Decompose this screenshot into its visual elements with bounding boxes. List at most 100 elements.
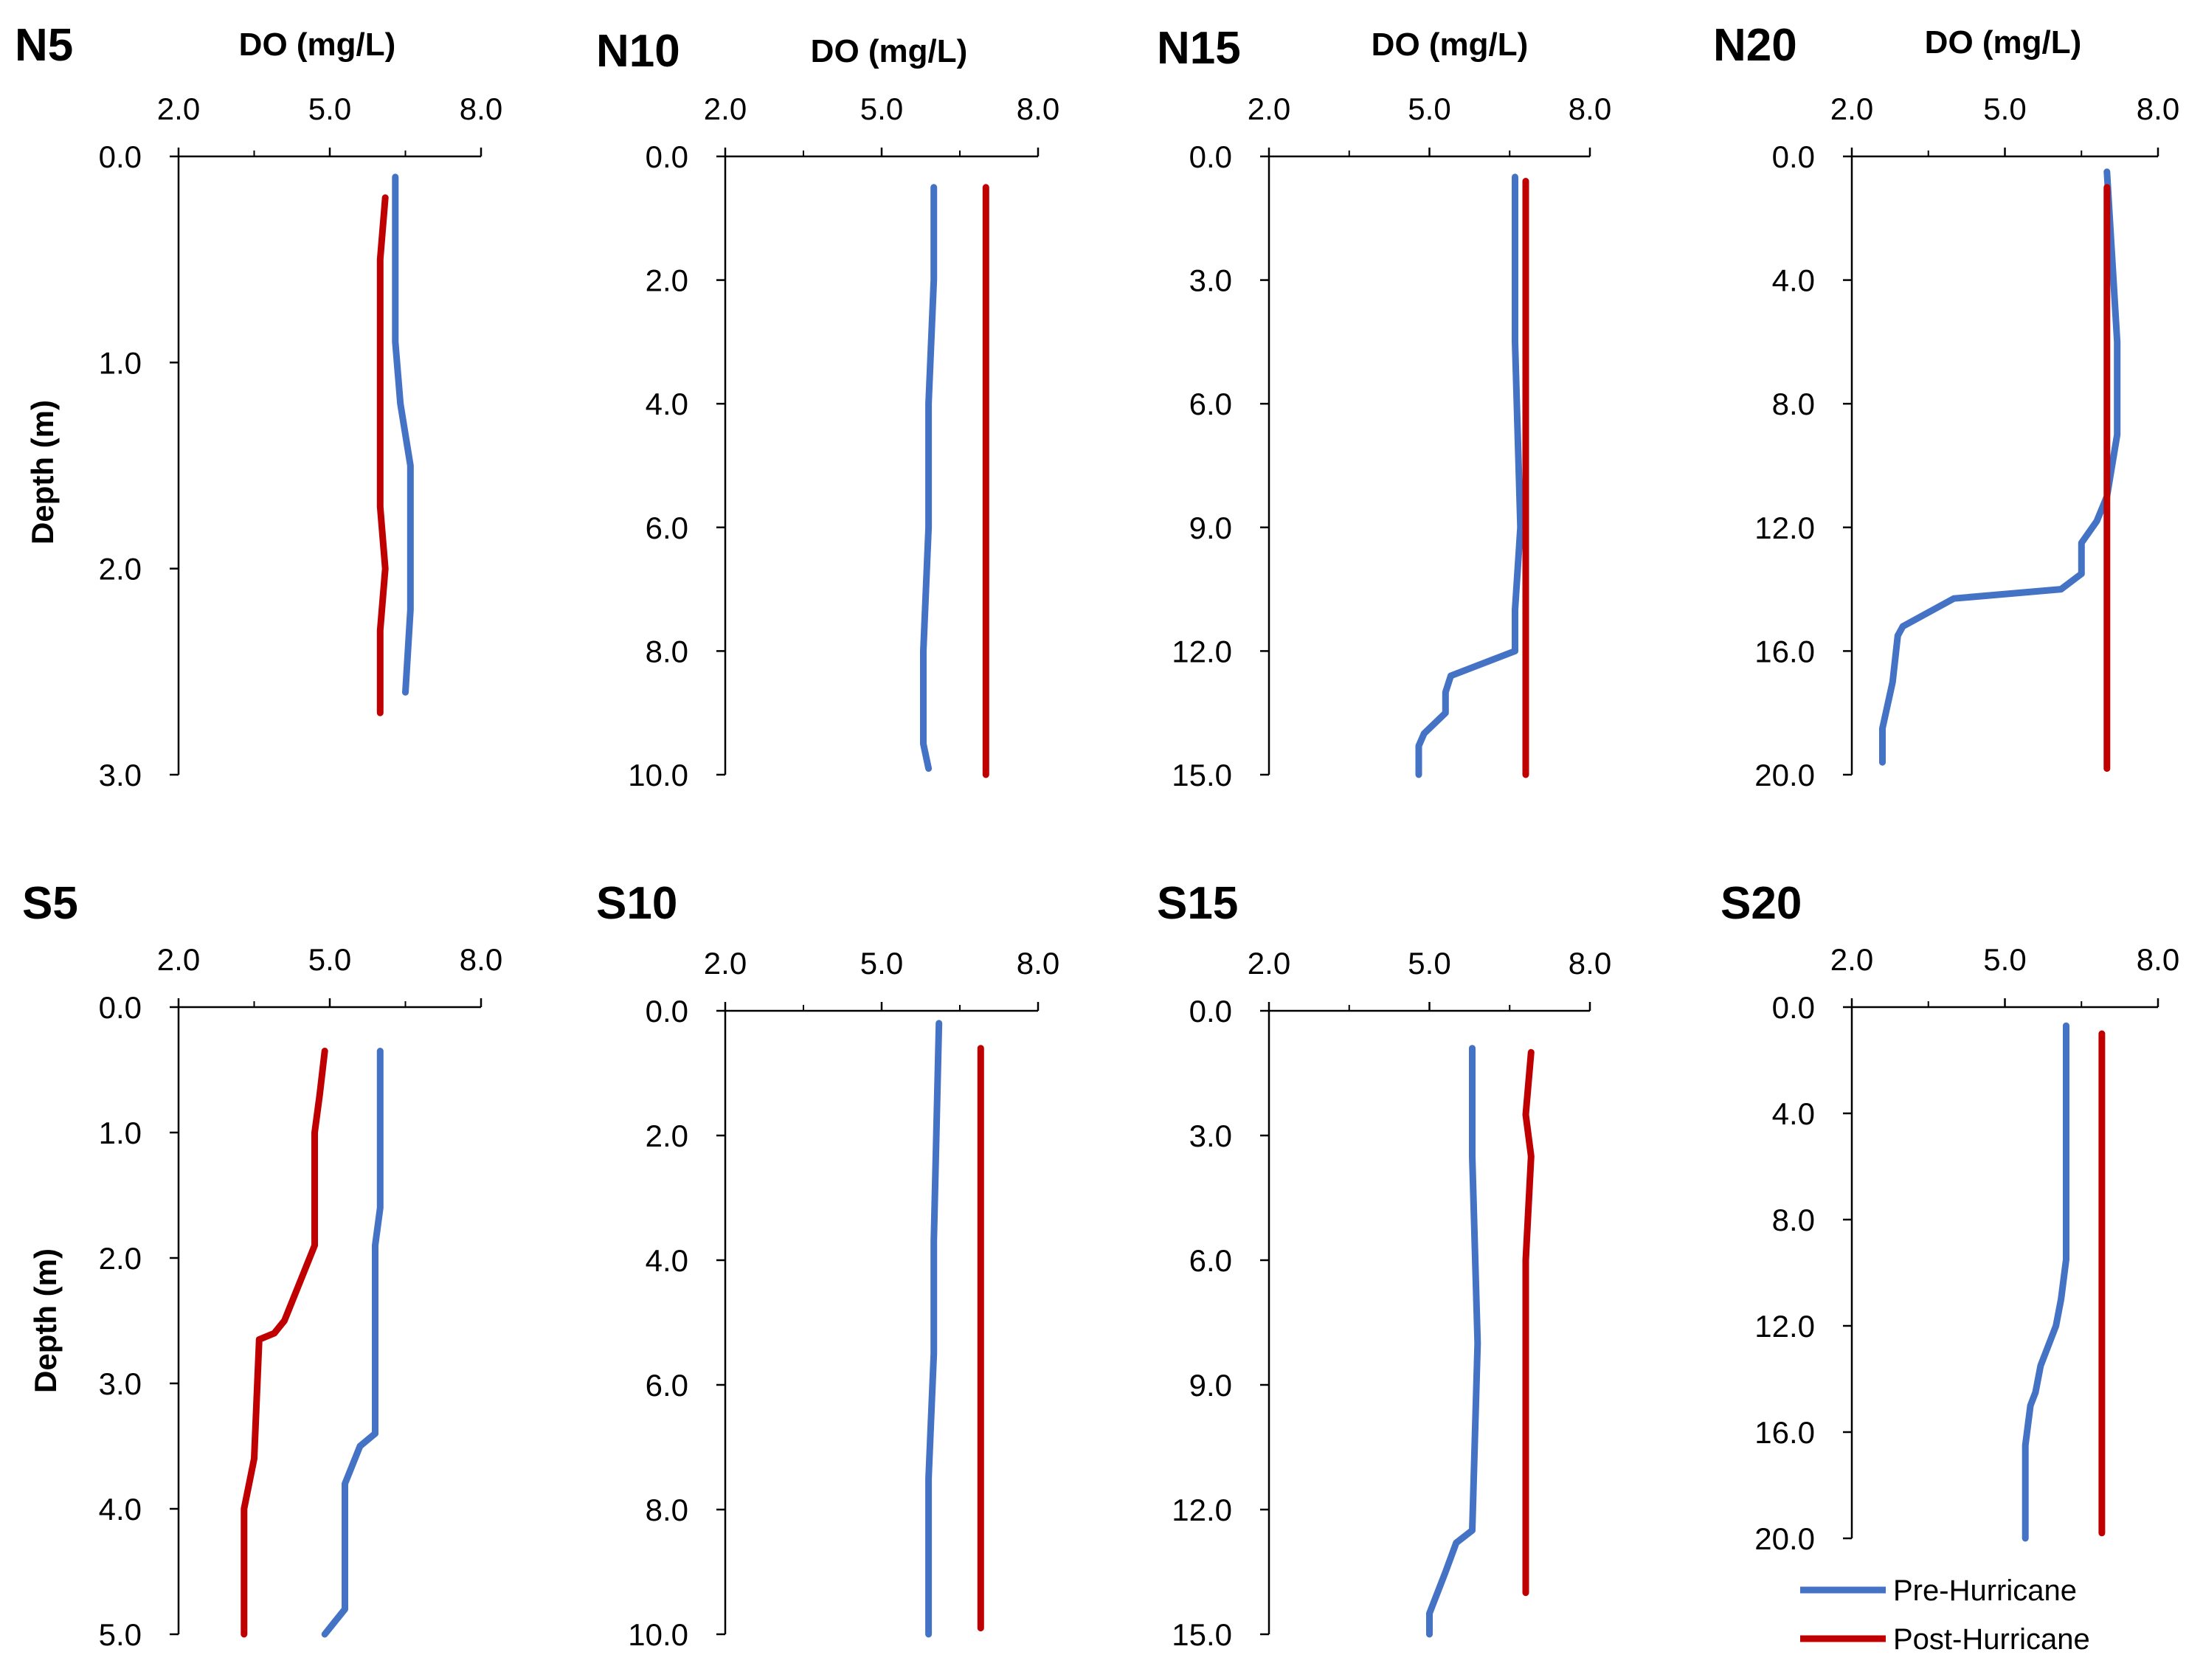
x-tick-label: 8.0 — [460, 942, 502, 977]
pre-hurricane-profile-line — [1415, 173, 1524, 778]
panel-title: N20 — [1713, 20, 1797, 71]
y-tick-label: 6.0 — [646, 511, 688, 545]
x-tick-label: 2.0 — [704, 91, 747, 126]
x-tick-label: 5.0 — [1983, 942, 2026, 977]
y-tick-label: 5.0 — [99, 1617, 142, 1652]
y-tick-label: 8.0 — [646, 1493, 688, 1527]
y-tick-label: 0.0 — [1189, 994, 1232, 1029]
y-tick-label: 0.0 — [1772, 990, 1815, 1025]
y-tick-label: 0.0 — [1189, 139, 1232, 174]
y-tick-label: 3.0 — [1189, 1119, 1232, 1153]
y-tick-label: 0.0 — [99, 139, 142, 174]
pre-hurricane-profile-line — [321, 1048, 384, 1638]
x-tick-label: 2.0 — [1830, 91, 1873, 126]
y-tick-label: 15.0 — [1172, 1617, 1232, 1652]
y-tick-label: 3.0 — [99, 1366, 142, 1401]
y-tick-label: 9.0 — [1189, 511, 1232, 545]
legend-post-label: Post-Hurricane — [1893, 1623, 2090, 1656]
panel-title: N5 — [15, 20, 73, 71]
pre-hurricane-profile-line — [1879, 168, 2121, 766]
y-tick-label: 8.0 — [646, 634, 688, 668]
y-tick-label: 10.0 — [628, 1617, 688, 1652]
panel-title: S20 — [1720, 878, 1802, 929]
y-tick-label: 9.0 — [1189, 1368, 1232, 1403]
x-tick-label: 5.0 — [860, 91, 903, 126]
pre-hurricane-profile-line — [1426, 1045, 1481, 1638]
x-axis-label: DO (mg/L) — [1372, 27, 1529, 63]
y-tick-label: 8.0 — [1772, 1203, 1815, 1237]
y-tick-label: 4.0 — [1772, 263, 1815, 298]
x-tick-label: 2.0 — [1248, 946, 1290, 981]
x-tick-label: 2.0 — [1830, 942, 1873, 977]
x-tick-label: 8.0 — [2137, 942, 2179, 977]
y-tick-label: 6.0 — [1189, 387, 1232, 421]
x-tick-label: 2.0 — [157, 942, 200, 977]
x-axis-label: DO (mg/L) — [811, 33, 968, 69]
y-tick-label: 2.0 — [646, 263, 688, 298]
y-tick-label: 15.0 — [1172, 758, 1232, 792]
panel-title: N10 — [596, 26, 680, 77]
y-tick-label: 16.0 — [1754, 1415, 1815, 1450]
y-tick-label: 2.0 — [99, 1241, 142, 1276]
pre-hurricane-profile-line — [920, 184, 938, 772]
y-axis-label: Depth (m) — [25, 400, 60, 545]
y-tick-label: 4.0 — [1772, 1096, 1815, 1131]
y-tick-label: 8.0 — [1772, 387, 1815, 421]
x-tick-label: 8.0 — [1569, 946, 1611, 981]
y-tick-label: 4.0 — [646, 1243, 688, 1278]
post-hurricane-profile-line — [241, 1048, 328, 1638]
x-axis-label: DO (mg/L) — [1925, 24, 2082, 61]
panels-layer: N5 DO (mg/L) Depth (m) 2.0 5.0 8.0 0.0 1.0 2.0 3.… — [15, 20, 2179, 1652]
pre-hurricane-profile-line — [925, 1020, 943, 1638]
x-tick-label: 8.0 — [1569, 91, 1611, 126]
legend: Pre-Hurricane Post-Hurricane — [1800, 1574, 2090, 1656]
x-tick-label: 8.0 — [2137, 91, 2179, 126]
x-tick-label: 5.0 — [1408, 91, 1450, 126]
panel-s20: S20 2.0 5.0 8.0 0.0 4.0 8.0 12.0 16.0 20.0 — [1720, 878, 2179, 1556]
panel-n5: N5 DO (mg/L) Depth (m) 2.0 5.0 8.0 0.0 1.0 2.0 3.… — [15, 20, 502, 792]
x-tick-label: 2.0 — [704, 946, 747, 981]
y-tick-label: 4.0 — [99, 1492, 142, 1527]
y-tick-label: 16.0 — [1754, 634, 1815, 668]
y-tick-label: 1.0 — [99, 1116, 142, 1150]
y-tick-label: 0.0 — [646, 139, 688, 174]
panel-title: S15 — [1157, 878, 1238, 929]
legend-pre-label: Pre-Hurricane — [1893, 1574, 2077, 1607]
panel-s5: S5 Depth (m) 2.0 5.0 8.0 0.0 1.0 2.0 3.0 4.0 5.0 — [22, 878, 502, 1652]
pre-hurricane-profile-line — [2022, 1022, 2069, 1542]
panel-title: N15 — [1157, 23, 1241, 74]
y-tick-label: 0.0 — [1772, 139, 1815, 174]
y-tick-label: 10.0 — [628, 758, 688, 792]
x-tick-label: 5.0 — [860, 946, 903, 981]
y-tick-label: 20.0 — [1754, 758, 1815, 792]
post-hurricane-profile-line — [376, 194, 389, 716]
x-tick-label: 5.0 — [1408, 946, 1450, 981]
panel-n15: N15 DO (mg/L) 2.0 5.0 8.0 0.0 3.0 6.0 9.0 12.0 15.… — [1157, 23, 1611, 792]
x-tick-label: 2.0 — [157, 91, 200, 126]
panel-n20: N20 DO (mg/L) 2.0 5.0 8.0 0.0 4.0 8.0 12.0 16.0 20… — [1713, 20, 2179, 792]
y-tick-label: 12.0 — [1754, 1309, 1815, 1344]
y-axis-label: Depth (m) — [28, 1248, 63, 1393]
y-tick-label: 12.0 — [1754, 511, 1815, 545]
x-tick-label: 5.0 — [308, 942, 351, 977]
post-hurricane-profile-line — [1522, 1048, 1535, 1597]
x-tick-label: 8.0 — [1017, 946, 1059, 981]
y-tick-label: 2.0 — [646, 1119, 688, 1153]
y-tick-label: 6.0 — [646, 1368, 688, 1403]
y-tick-label: 12.0 — [1172, 634, 1232, 668]
x-tick-label: 8.0 — [1017, 91, 1059, 126]
x-tick-label: 8.0 — [460, 91, 502, 126]
y-tick-label: 0.0 — [646, 994, 688, 1029]
x-tick-label: 2.0 — [1248, 91, 1290, 126]
panel-title: S10 — [596, 878, 677, 929]
y-tick-label: 20.0 — [1754, 1521, 1815, 1556]
y-tick-label: 4.0 — [646, 387, 688, 421]
pre-hurricane-profile-line — [392, 173, 414, 696]
panel-s15: S15 2.0 5.0 8.0 0.0 3.0 6.0 9.0 12.0 15.0 — [1157, 878, 1611, 1652]
panel-n10: N10 DO (mg/L) 2.0 5.0 8.0 0.0 2.0 4.0 6.0 8.0 10.0 — [596, 26, 1059, 792]
y-tick-label: 3.0 — [1189, 263, 1232, 298]
y-tick-label: 1.0 — [99, 345, 142, 380]
x-tick-label: 5.0 — [308, 91, 351, 126]
y-tick-label: 6.0 — [1189, 1243, 1232, 1278]
